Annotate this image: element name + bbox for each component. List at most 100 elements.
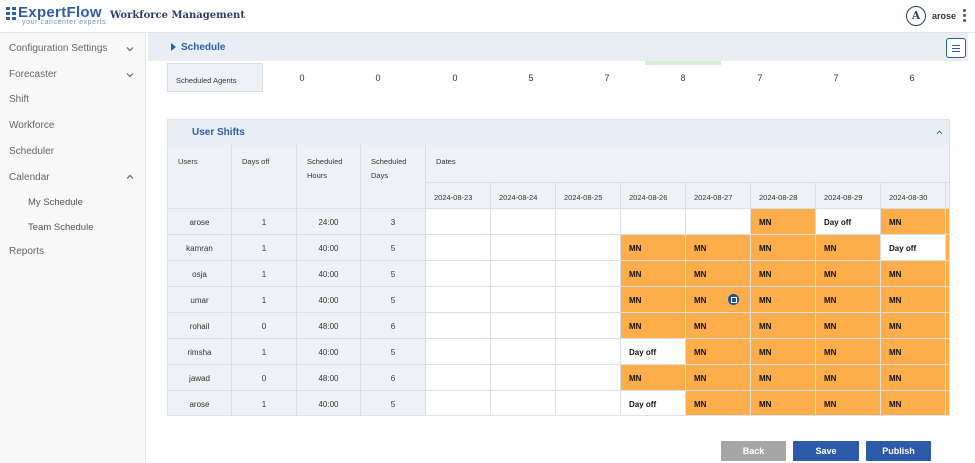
days-off-cell: 1 [232,391,297,415]
shift-cell[interactable]: MN [751,235,816,261]
sidebar-item-reports[interactable]: Reports [9,246,45,257]
shift-cell[interactable] [426,391,491,415]
shift-cell[interactable]: MN [881,209,946,235]
collapse-chevron-icon[interactable] [936,129,943,136]
shift-cell[interactable] [556,391,621,415]
chevron-down-icon[interactable] [126,71,134,79]
shift-cell[interactable]: MN [881,391,946,415]
shift-cell-overflow [946,339,949,365]
scheduled-hours-cell: 40:00 [297,339,361,365]
days-off-cell: 0 [232,365,297,391]
shift-cell[interactable] [556,209,621,235]
shift-cell[interactable] [556,287,621,313]
shift-cell[interactable]: MN [621,313,686,339]
shift-cell[interactable] [556,261,621,287]
shift-cell[interactable] [426,365,491,391]
shift-cell[interactable]: MN [816,235,881,261]
shift-cell[interactable]: MN [686,235,751,261]
shift-cell[interactable]: MN [881,313,946,339]
shift-cell[interactable]: MN [816,339,881,365]
shift-cell[interactable]: MN [686,313,751,339]
shift-cell[interactable]: MN [686,287,751,313]
shift-cell[interactable]: MN [621,287,686,313]
shift-cell[interactable]: MN [686,365,751,391]
shift-cell[interactable]: MN [621,261,686,287]
shift-cell[interactable]: MN [751,287,816,313]
shift-cell[interactable] [426,209,491,235]
scheduled-days-cell: 5 [361,287,426,313]
shift-cell[interactable] [491,287,556,313]
chevron-up-icon[interactable] [126,173,134,181]
shift-cell[interactable] [491,339,556,365]
shift-cell[interactable]: MN [816,365,881,391]
shift-cell[interactable] [621,209,686,235]
expand-arrow-icon[interactable] [171,43,176,51]
shift-cell[interactable]: MN [881,261,946,287]
shift-cell[interactable]: Day off [881,235,946,261]
back-button[interactable]: Back [721,441,786,461]
shift-cell[interactable]: MN [881,339,946,365]
shift-cell[interactable] [491,391,556,415]
filter-button[interactable] [946,38,966,58]
shift-cell[interactable] [556,365,621,391]
shift-cell[interactable]: MN [686,339,751,365]
shift-cell[interactable] [491,365,556,391]
shift-cell[interactable] [426,313,491,339]
shift-cell[interactable]: MN [751,313,816,339]
scheduled-agents-count: 5 [528,73,534,83]
shift-cell[interactable]: MN [816,391,881,415]
shift-cell[interactable]: MN [881,365,946,391]
shift-cell[interactable]: MN [751,339,816,365]
expertflow-logo[interactable]: ExpertFlow your callcenter experts [6,4,106,28]
shift-cell[interactable]: MN [621,365,686,391]
shift-cell[interactable] [426,235,491,261]
sidebar-item-my-schedule[interactable]: My Schedule [28,197,83,208]
shift-cell[interactable] [556,313,621,339]
kebab-menu-icon[interactable] [960,9,968,23]
scheduled-agents-count: 0 [452,73,458,83]
shift-cell[interactable]: MN [816,287,881,313]
shift-cell[interactable]: MN [686,261,751,287]
sidebar-item-forecaster[interactable]: Forecaster [9,69,57,80]
avatar[interactable]: A [906,6,926,26]
schedule-section-header[interactable]: Schedule [148,33,968,61]
shift-cell[interactable] [426,339,491,365]
scheduled-hours-cell: 48:00 [297,313,361,339]
shift-cell[interactable]: MN [751,261,816,287]
shift-cell[interactable] [556,339,621,365]
scheduled-days-cell: 6 [361,365,426,391]
shift-cell[interactable]: Day off [621,391,686,415]
edit-shift-icon[interactable] [728,294,739,305]
sidebar-item-shift[interactable]: Shift [9,94,30,105]
sidebar-item-calendar[interactable]: Calendar [9,172,50,183]
shift-cell[interactable] [426,261,491,287]
shift-cell[interactable]: MN [881,287,946,313]
username[interactable]: arose [932,11,957,21]
shift-cell[interactable] [686,209,751,235]
chevron-down-icon[interactable] [126,45,134,53]
shift-cell[interactable]: MN [751,365,816,391]
shift-cell[interactable]: Day off [621,339,686,365]
shift-cell[interactable] [556,235,621,261]
shift-cell[interactable]: MN [621,235,686,261]
shift-cell[interactable]: Day off [816,209,881,235]
shift-cell[interactable] [491,235,556,261]
user-shifts-panel: User Shifts Users Days off Scheduled Hours… [167,119,950,416]
sidebar-item-scheduler[interactable]: Scheduler [9,146,55,157]
shift-cell[interactable]: MN [751,209,816,235]
user-shifts-header[interactable]: User Shifts [168,120,949,145]
shift-cell[interactable] [426,287,491,313]
shift-cell[interactable] [491,313,556,339]
shift-cell[interactable]: MN [816,261,881,287]
sidebar-item-configuration-settings[interactable]: Configuration Settings [9,43,108,54]
logo-tagline: your callcenter experts [22,19,107,26]
sidebar-item-team-schedule[interactable]: Team Schedule [28,222,94,233]
shift-cell[interactable]: MN [816,313,881,339]
shift-cell[interactable] [491,209,556,235]
shift-cell[interactable]: MN [751,391,816,415]
save-button[interactable]: Save [793,441,859,461]
sidebar-item-workforce[interactable]: Workforce [9,120,55,131]
shift-cell[interactable]: MN [686,391,751,415]
shift-cell[interactable] [491,261,556,287]
publish-button[interactable]: Publish [866,441,931,461]
